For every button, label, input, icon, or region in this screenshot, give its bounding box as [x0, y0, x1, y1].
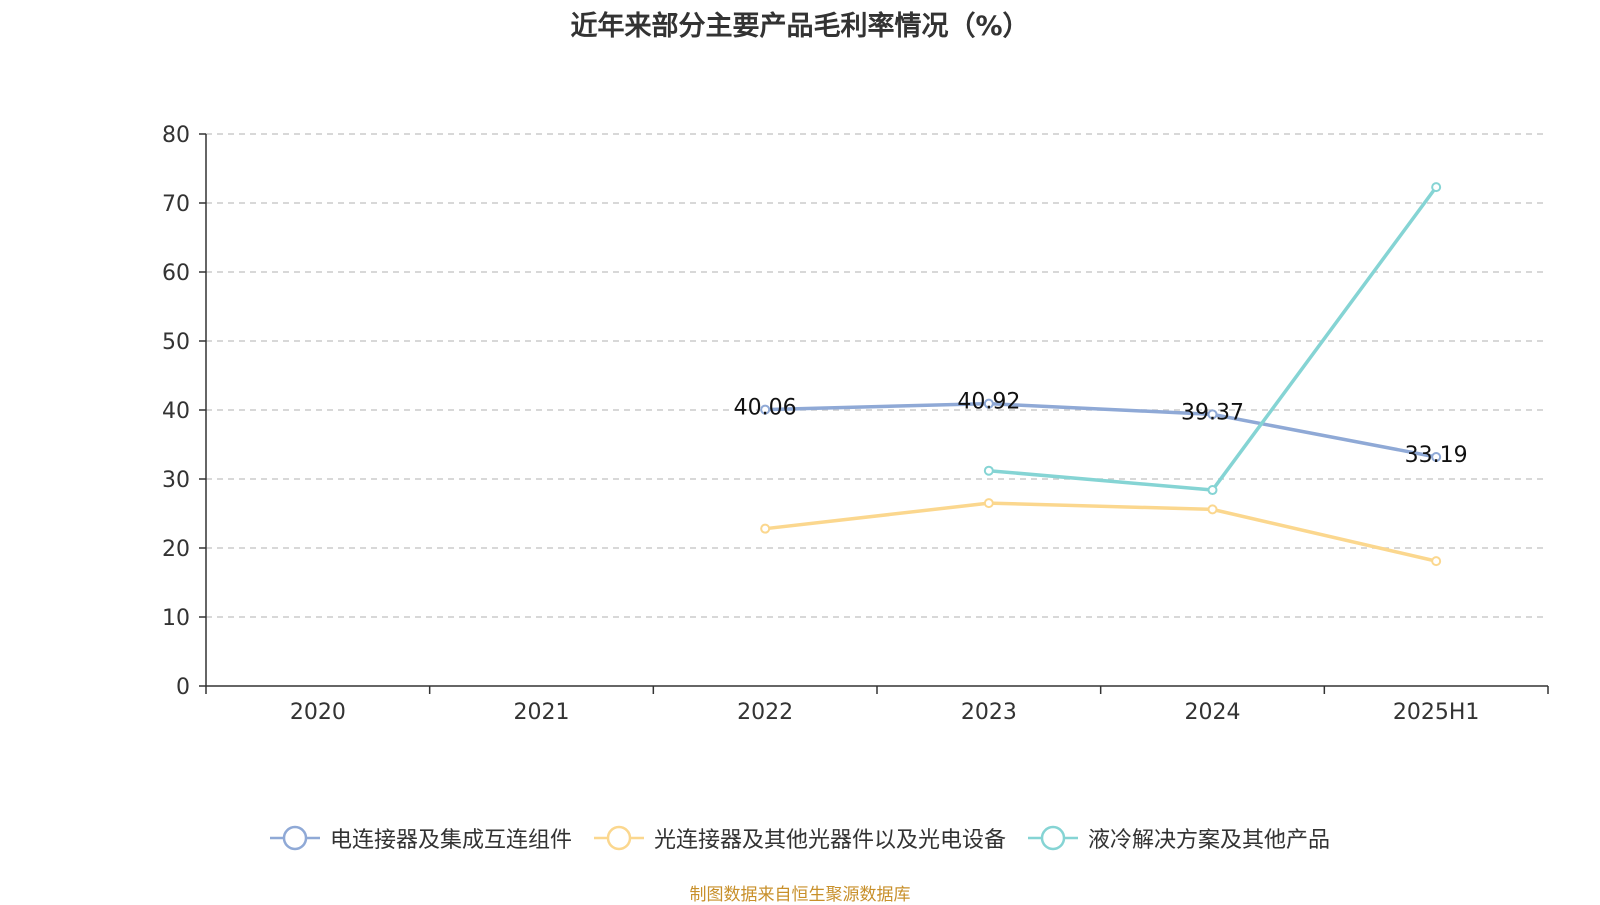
legend-label: 光连接器及其他光器件以及光电设备 — [653, 828, 1006, 853]
data-point[interactable] — [1431, 556, 1442, 567]
legend-label: 电连接器及集成互连组件 — [329, 828, 572, 853]
data-label: 39.37 — [1181, 400, 1244, 425]
y-tick-label: 60 — [162, 261, 190, 286]
y-tick-label: 50 — [162, 330, 190, 355]
chart-title: 近年来部分主要产品毛利率情况（%） — [570, 11, 1030, 42]
x-tick-label: 2025H1 — [1393, 700, 1480, 725]
data-point[interactable] — [983, 498, 994, 509]
grid-lines — [206, 133, 1548, 618]
x-tick-label: 2021 — [514, 700, 570, 725]
data-point[interactable] — [1207, 485, 1218, 496]
legend-item-2[interactable]: 液冷解决方案及其他产品 — [1028, 822, 1330, 854]
axes: 0 10 20 30 40 50 60 70 80 2020 2021 2022 2023 2024 202… — [162, 123, 1549, 725]
data-point[interactable] — [760, 404, 771, 415]
data-point[interactable] — [983, 398, 994, 409]
data-labels: 40.06 40.92 39.37 33.19 — [734, 390, 1468, 468]
source-note: 制图数据来自恒生聚源数据库 — [689, 885, 911, 905]
data-point[interactable] — [1431, 182, 1442, 193]
x-tick-label: 2024 — [1185, 700, 1241, 725]
x-tick-label: 2020 — [290, 700, 346, 725]
legend-line-circle-icon — [593, 825, 644, 851]
legend-line-circle-icon — [1028, 825, 1078, 851]
data-label: 40.92 — [957, 390, 1020, 415]
legend-item-0[interactable]: 电连接器及集成互连组件 — [269, 822, 572, 854]
data-point[interactable] — [1431, 451, 1442, 462]
x-tick-label: 2022 — [737, 700, 793, 725]
data-point[interactable] — [1207, 504, 1218, 515]
y-tick-label: 40 — [162, 399, 190, 424]
y-tick-label: 70 — [162, 192, 190, 217]
y-tick-label: 80 — [162, 123, 190, 148]
legend-item-1[interactable]: 光连接器及其他光器件以及光电设备 — [593, 822, 1006, 854]
legend-label: 液冷解决方案及其他产品 — [1088, 828, 1331, 853]
legend-line-circle-icon — [269, 825, 320, 851]
y-tick-label: 10 — [162, 606, 190, 631]
y-tick-label: 30 — [162, 468, 190, 493]
series-line-0 — [765, 401, 1437, 459]
y-tick-label: 20 — [162, 537, 190, 562]
data-point[interactable] — [760, 523, 771, 534]
data-label: 40.06 — [734, 396, 797, 421]
series-lines — [760, 182, 1442, 567]
x-tick-label: 2023 — [961, 700, 1017, 725]
series-line-1 — [764, 501, 1437, 563]
data-point[interactable] — [983, 465, 994, 476]
legend: 电连接器及集成互连组件 光连接器及其他光器件以及光电设备 液冷解决方案及其他产品 — [0, 822, 1600, 854]
data-label: 33.19 — [1405, 443, 1468, 468]
y-tick-label: 0 — [176, 675, 190, 700]
data-point[interactable] — [1207, 409, 1218, 420]
